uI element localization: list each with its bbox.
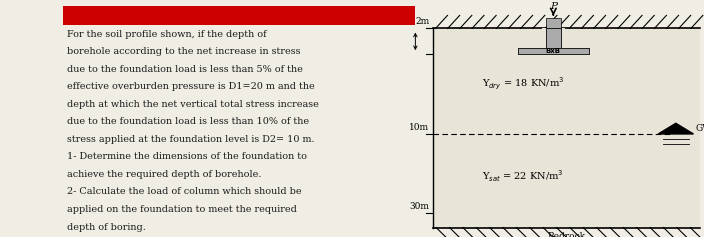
Text: borehole according to the net increase in stress: borehole according to the net increase i…	[67, 47, 301, 56]
Text: 10m: 10m	[409, 123, 429, 132]
Polygon shape	[658, 123, 693, 134]
Bar	[546, 18, 561, 28]
Text: due to the foundation load is less than 5% of the: due to the foundation load is less than …	[67, 65, 303, 74]
Bar	[546, 28, 561, 47]
Text: depth of boring.: depth of boring.	[67, 223, 146, 232]
Text: effective overburden pressure is D1=20 m and the: effective overburden pressure is D1=20 m…	[67, 82, 315, 91]
Bar	[542, 28, 565, 54]
Text: For the soil profile shown, if the depth of: For the soil profile shown, if the depth…	[67, 30, 267, 39]
Bar	[546, 28, 561, 48]
Text: 1- Determine the dimensions of the foundation to: 1- Determine the dimensions of the found…	[67, 152, 307, 161]
Text: 2- Calculate the load of column which should be: 2- Calculate the load of column which sh…	[67, 187, 301, 196]
Text: Y$_{dry}$ = 18 KN/m$^{3}$: Y$_{dry}$ = 18 KN/m$^{3}$	[482, 75, 565, 92]
Text: achieve the required depth of borehole.: achieve the required depth of borehole.	[67, 170, 261, 179]
Text: 2m: 2m	[415, 17, 429, 26]
Text: depth at which the net vertical total stress increase: depth at which the net vertical total st…	[67, 100, 319, 109]
Text: 30m: 30m	[410, 202, 429, 211]
Text: stress applied at the foundation level is D2= 10 m.: stress applied at the foundation level i…	[67, 135, 315, 144]
Text: BxB: BxB	[546, 48, 561, 54]
Text: Bedrock: Bedrock	[548, 232, 586, 237]
Text: P: P	[550, 2, 557, 11]
Bar	[518, 48, 589, 54]
Text: Y$_{sat}$ = 22 KN/m$^{3}$: Y$_{sat}$ = 22 KN/m$^{3}$	[482, 168, 564, 184]
Text: GWT: GWT	[696, 124, 704, 133]
Bar	[518, 48, 589, 54]
Text: applied on the foundation to meet the required: applied on the foundation to meet the re…	[67, 205, 297, 214]
Text: due to the foundation load is less than 10% of the: due to the foundation load is less than …	[67, 117, 309, 126]
Bar	[63, 6, 415, 25]
Bar	[433, 28, 700, 228]
